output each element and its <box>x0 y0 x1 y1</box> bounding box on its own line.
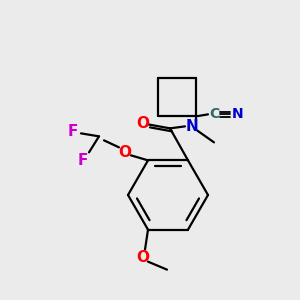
Text: F: F <box>68 124 78 139</box>
Text: C: C <box>209 107 219 122</box>
Text: O: O <box>118 145 131 160</box>
Text: N: N <box>186 119 198 134</box>
Text: O: O <box>136 116 149 131</box>
Text: O: O <box>136 250 149 265</box>
Text: F: F <box>78 153 88 168</box>
Text: N: N <box>232 107 244 122</box>
